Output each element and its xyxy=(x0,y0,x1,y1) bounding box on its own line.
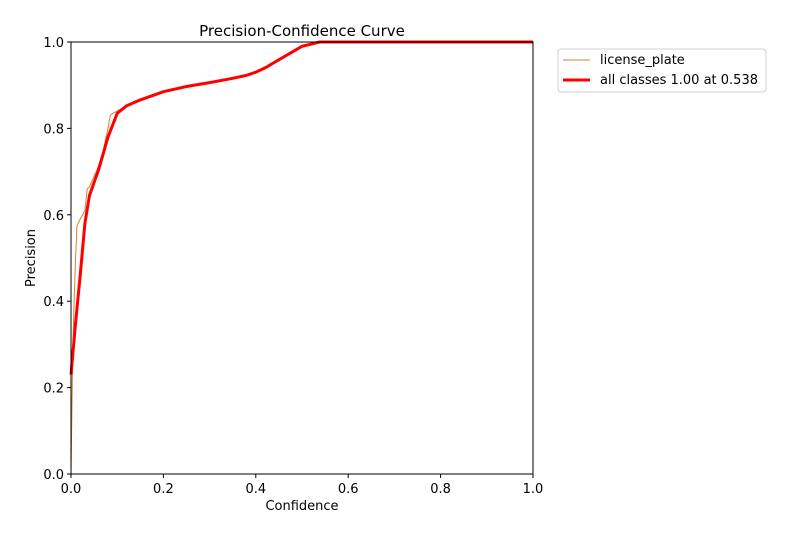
x-tick-label: 0.6 xyxy=(338,482,359,497)
y-tick-label: 0.6 xyxy=(43,209,64,224)
legend-label-all-classes: all classes 1.00 at 0.538 xyxy=(600,73,758,88)
series-line-1 xyxy=(69,40,533,375)
y-tick-label: 0.8 xyxy=(43,122,64,137)
y-axis-label: Precision xyxy=(24,229,39,287)
y-tick-label: 0.0 xyxy=(43,468,64,483)
x-axis-label: Confidence xyxy=(265,499,338,514)
x-tick-label: 0.8 xyxy=(430,482,451,497)
y-tick-label: 0.2 xyxy=(43,382,64,397)
chart-title: Precision-Confidence Curve xyxy=(199,22,405,40)
x-tick-label: 0.4 xyxy=(245,482,266,497)
y-tick-label: 1.0 xyxy=(43,36,64,51)
legend-frame xyxy=(557,48,767,93)
series-line-0 xyxy=(70,41,533,475)
axes-frame xyxy=(70,41,534,475)
x-tick-label: 0.0 xyxy=(61,482,82,497)
x-axis: 0.0 0.2 0.4 0.6 0.8 1.0 xyxy=(61,474,544,497)
legend: license_plate all classes 1.00 at 0.538 xyxy=(557,48,767,93)
x-tick-label: 0.2 xyxy=(153,482,174,497)
legend-label-license-plate: license_plate xyxy=(600,53,685,68)
y-tick-label: 0.4 xyxy=(43,295,64,310)
x-tick-label: 1.0 xyxy=(523,482,544,497)
plot-area xyxy=(69,40,533,475)
y-axis: 0.0 0.2 0.4 0.6 0.8 1.0 xyxy=(43,36,71,483)
